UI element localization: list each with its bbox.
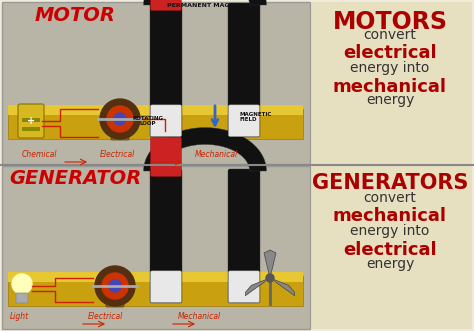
Text: convert: convert <box>364 28 417 42</box>
FancyBboxPatch shape <box>22 118 40 122</box>
Polygon shape <box>144 128 266 171</box>
FancyBboxPatch shape <box>151 271 182 303</box>
Polygon shape <box>264 250 276 278</box>
FancyBboxPatch shape <box>312 166 472 329</box>
Text: +: + <box>27 116 35 126</box>
FancyBboxPatch shape <box>228 271 259 303</box>
Text: PERMANENT MAGNET: PERMANENT MAGNET <box>167 3 243 8</box>
FancyBboxPatch shape <box>2 2 310 164</box>
Text: Chemical: Chemical <box>22 150 57 159</box>
FancyBboxPatch shape <box>111 113 129 140</box>
FancyBboxPatch shape <box>228 3 260 137</box>
Text: Electrical: Electrical <box>88 312 123 321</box>
FancyBboxPatch shape <box>8 272 303 282</box>
Circle shape <box>107 106 133 132</box>
Text: ROTATING
LOOP: ROTATING LOOP <box>133 116 164 126</box>
Circle shape <box>114 113 126 125</box>
Text: electrical: electrical <box>343 241 437 259</box>
FancyBboxPatch shape <box>16 293 28 303</box>
Text: Mechanical: Mechanical <box>178 312 221 321</box>
Circle shape <box>100 99 140 139</box>
FancyBboxPatch shape <box>22 127 40 131</box>
Text: energy: energy <box>366 93 414 107</box>
FancyBboxPatch shape <box>106 280 124 307</box>
Circle shape <box>95 266 135 306</box>
Text: energy into: energy into <box>350 224 430 238</box>
Text: MOTORS: MOTORS <box>332 10 447 34</box>
Text: GENERATORS: GENERATORS <box>312 173 468 193</box>
FancyBboxPatch shape <box>18 104 44 138</box>
Polygon shape <box>246 278 270 296</box>
Text: Light: Light <box>10 312 29 321</box>
Text: MOTOR: MOTOR <box>35 6 116 25</box>
FancyBboxPatch shape <box>150 3 182 137</box>
FancyBboxPatch shape <box>150 169 182 303</box>
Text: GENERATOR: GENERATOR <box>9 169 141 188</box>
FancyBboxPatch shape <box>312 2 472 164</box>
Text: mechanical: mechanical <box>333 207 447 225</box>
Polygon shape <box>144 0 266 5</box>
Circle shape <box>102 273 128 299</box>
Text: MAGNETIC
FIELD: MAGNETIC FIELD <box>240 112 273 122</box>
Circle shape <box>266 274 274 282</box>
Polygon shape <box>270 278 295 296</box>
Text: Mechanical: Mechanical <box>195 150 238 159</box>
Text: electrical: electrical <box>343 44 437 62</box>
Text: energy: energy <box>366 257 414 271</box>
FancyBboxPatch shape <box>228 169 260 303</box>
FancyBboxPatch shape <box>8 109 303 139</box>
Circle shape <box>109 280 121 292</box>
FancyBboxPatch shape <box>8 276 303 306</box>
FancyBboxPatch shape <box>151 105 182 136</box>
Text: convert: convert <box>364 191 417 205</box>
Circle shape <box>12 274 32 294</box>
FancyBboxPatch shape <box>8 105 303 115</box>
FancyBboxPatch shape <box>228 105 259 136</box>
FancyBboxPatch shape <box>2 166 310 329</box>
Text: mechanical: mechanical <box>333 78 447 96</box>
FancyBboxPatch shape <box>151 0 182 11</box>
FancyBboxPatch shape <box>151 137 182 176</box>
Text: Electrical: Electrical <box>100 150 135 159</box>
Text: energy into: energy into <box>350 61 430 75</box>
